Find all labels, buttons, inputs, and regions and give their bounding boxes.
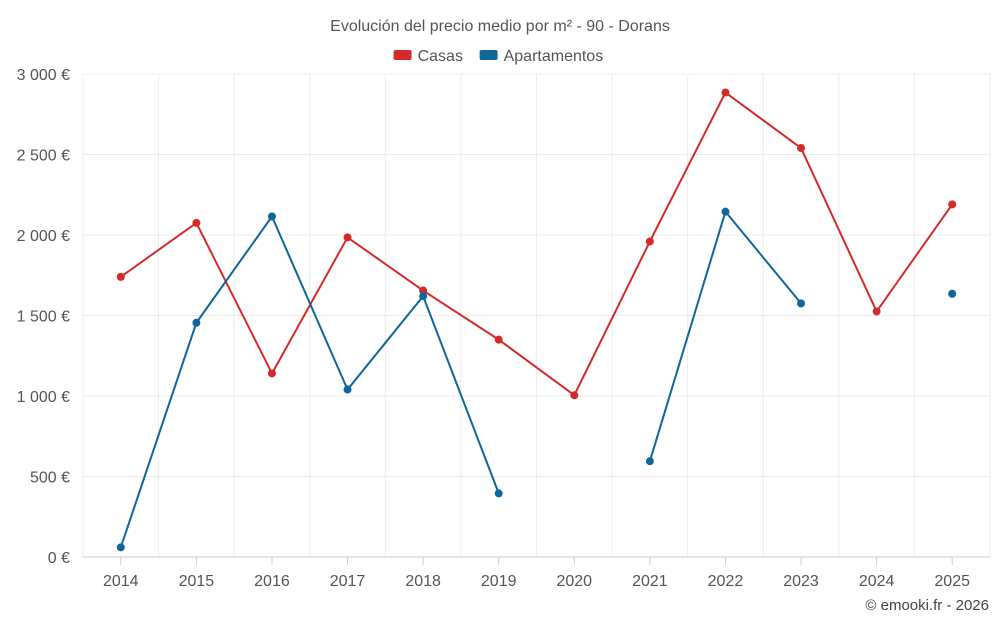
legend-swatch-apartamentos — [479, 50, 498, 60]
data-point-casas — [797, 144, 806, 153]
series-line-apartamentos — [648, 210, 802, 462]
data-point-casas — [343, 233, 352, 242]
y-tick-label: 1 500 € — [17, 309, 70, 326]
data-point-casas — [645, 237, 654, 246]
x-tick-label: 2023 — [783, 573, 819, 590]
series-line-casas — [120, 91, 954, 397]
x-tick-label: 2018 — [405, 573, 441, 590]
legend-swatch-casas — [393, 50, 412, 60]
data-point-casas — [948, 200, 957, 209]
x-tick-label: 2022 — [708, 573, 744, 590]
data-point-casas — [267, 369, 276, 378]
legend-label-apartamentos: Apartamentos — [504, 48, 604, 65]
y-tick-label: 3 000 € — [17, 67, 70, 84]
data-point-apartamentos — [645, 457, 654, 466]
y-tick-label: 2 000 € — [17, 228, 70, 245]
x-tick-label: 2014 — [103, 573, 139, 590]
x-tick-label: 2015 — [179, 573, 215, 590]
data-point-apartamentos — [116, 543, 125, 552]
x-tick-label: 2025 — [934, 573, 970, 590]
y-tick-label: 1 000 € — [17, 389, 70, 406]
data-point-casas — [494, 335, 503, 344]
data-point-apartamentos — [948, 289, 957, 298]
y-tick-label: 2 500 € — [17, 148, 70, 165]
data-point-apartamentos — [192, 318, 201, 327]
x-tick-label: 2021 — [632, 573, 668, 590]
data-point-casas — [872, 307, 881, 316]
data-point-apartamentos — [721, 207, 730, 216]
legend: Casas Apartamentos — [393, 48, 604, 65]
chart-title: Evolución del precio medio por m² - 90 -… — [330, 18, 670, 35]
axes: 0 € 500 € 1 000 € 1 500 € 2 000 € 2 500 € 3 00… — [17, 67, 990, 590]
data-point-apartamentos — [267, 212, 276, 221]
series-layer — [116, 88, 957, 552]
data-point-apartamentos — [797, 299, 806, 308]
data-point-casas — [419, 286, 428, 295]
data-point-casas — [721, 88, 730, 97]
x-tick-label: 2016 — [254, 573, 290, 590]
y-tick-label: 500 € — [30, 470, 70, 487]
data-point-apartamentos — [343, 385, 352, 394]
data-point-apartamentos — [494, 489, 503, 498]
credit-text: © emooki.fr - 2026 — [865, 597, 989, 614]
y-tick-label: 0 € — [48, 550, 70, 567]
x-tick-label: 2019 — [481, 573, 517, 590]
legend-label-casas: Casas — [418, 48, 463, 65]
grid — [82, 73, 991, 558]
data-point-casas — [570, 391, 579, 400]
data-point-casas — [192, 218, 201, 227]
x-tick-label: 2020 — [556, 573, 592, 590]
data-point-apartamentos — [419, 292, 428, 301]
x-tick-label: 2024 — [859, 573, 895, 590]
data-point-casas — [116, 272, 125, 281]
x-tick-label: 2017 — [330, 573, 366, 590]
series-line-apartamentos — [119, 215, 500, 548]
